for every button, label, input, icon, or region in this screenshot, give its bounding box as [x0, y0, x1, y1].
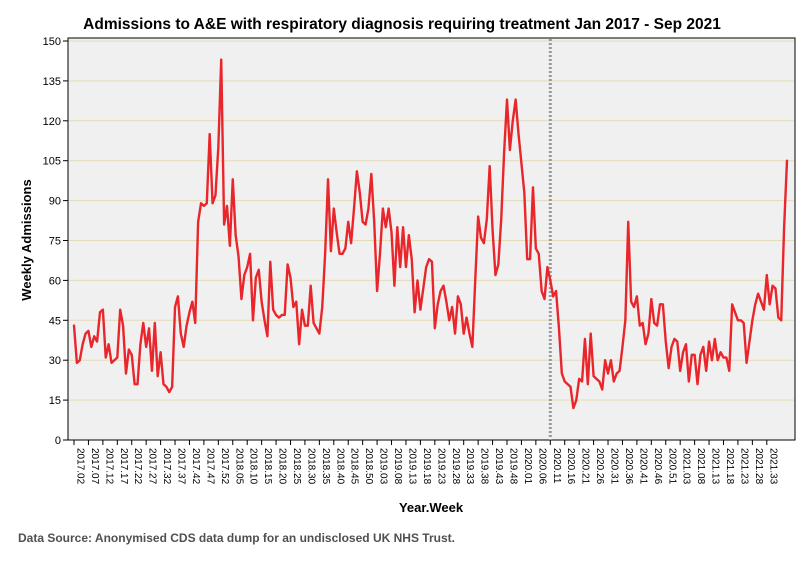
x-tick-label: 2019.13 — [406, 448, 417, 485]
series-line — [72, 58, 789, 410]
y-axis: 0 15 30 45 60 75 90 105 120 135 150 — [43, 36, 68, 447]
x-tick-label: 2018.35 — [320, 448, 331, 485]
y-tick-label: 45 — [49, 315, 61, 327]
x-axis: 2017.02 2017.07 2017.12 2017.17 2017.22 2017.… — [73, 440, 778, 485]
x-tick-label: 2017.02 — [75, 448, 86, 485]
x-tick-label: 2018.20 — [277, 448, 288, 485]
x-tick-label: 2018.30 — [305, 448, 316, 485]
x-tick-label: 2019.33 — [464, 448, 475, 485]
plot-area — [67, 37, 796, 441]
x-tick-label: 2019.18 — [421, 448, 432, 485]
y-gridlines — [69, 40, 794, 401]
y-tick-label: 15 — [49, 395, 61, 407]
x-tick-label: 2019.43 — [493, 448, 504, 485]
x-tick-label: 2020.46 — [652, 448, 663, 485]
y-tick-label: 135 — [43, 76, 61, 88]
x-tick-label: 2019.03 — [378, 448, 389, 485]
x-tick-label: 2021.03 — [681, 448, 692, 485]
x-tick-label: 2020.51 — [666, 448, 677, 485]
y-tick-label: 30 — [49, 355, 61, 367]
x-tick-label: 2017.37 — [176, 448, 187, 485]
x-tick-label: 2017.27 — [147, 448, 158, 485]
x-axis-title: Year.Week — [399, 500, 464, 515]
x-tick-label: 2017.32 — [161, 448, 172, 485]
x-tick-label: 2020.11 — [551, 448, 562, 484]
data-source-note: Data Source: Anonymised CDS data dump fo… — [18, 531, 455, 545]
x-tick-label: 2018.45 — [349, 448, 360, 485]
x-tick-label: 2017.42 — [190, 448, 201, 485]
x-tick-label: 2020.01 — [522, 448, 533, 485]
x-tick-label: 2019.28 — [450, 448, 461, 485]
y-tick-label: 105 — [43, 156, 61, 168]
y-tick-label: 120 — [43, 116, 61, 128]
x-tick-label: 2021.08 — [695, 448, 706, 485]
y-tick-label: 90 — [49, 196, 61, 208]
x-tick-label: 2020.41 — [637, 448, 648, 485]
x-tick-label: 2017.47 — [204, 448, 215, 485]
x-tick-label: 2020.31 — [609, 448, 620, 485]
x-tick-label: 2021.13 — [710, 448, 721, 485]
x-tick-label: 2018.40 — [334, 448, 345, 485]
x-tick-label: 2018.15 — [262, 448, 273, 485]
y-tick-label: 150 — [43, 36, 61, 48]
x-tick-label: 2019.23 — [435, 448, 446, 485]
x-tick-label: 2018.25 — [291, 448, 302, 485]
x-tick-label: 2020.26 — [594, 448, 605, 485]
x-tick-label: 2017.12 — [103, 448, 114, 485]
x-tick-label: 2020.06 — [536, 448, 547, 485]
x-tick-label: 2018.05 — [233, 448, 244, 485]
x-tick-label: 2017.17 — [118, 448, 129, 485]
x-tick-label: 2018.10 — [248, 448, 259, 485]
series-group — [72, 58, 789, 410]
x-tick-label: 2018.50 — [363, 448, 374, 485]
x-tick-label: 2019.48 — [507, 448, 518, 485]
x-tick-label: 2017.22 — [132, 448, 143, 485]
x-tick-label: 2017.07 — [89, 448, 100, 485]
y-tick-label: 0 — [55, 435, 61, 447]
x-tick-label: 2019.08 — [392, 448, 403, 485]
x-tick-label: 2020.36 — [623, 448, 634, 485]
y-tick-label: 60 — [49, 275, 61, 287]
x-tick-label: 2021.33 — [767, 448, 778, 485]
y-tick-label: 75 — [49, 236, 61, 248]
x-tick-label: 2019.38 — [479, 448, 490, 485]
chart-title: Admissions to A&E with respiratory diagn… — [83, 16, 721, 33]
x-tick-label: 2021.18 — [724, 448, 735, 485]
x-tick-label: 2020.21 — [580, 448, 591, 485]
y-axis-title: Weekly Admissions — [19, 179, 34, 300]
x-tick-label: 2021.28 — [753, 448, 764, 485]
x-tick-label: 2017.52 — [219, 448, 230, 485]
x-tick-label: 2021.23 — [738, 448, 749, 485]
x-tick-label: 2020.16 — [565, 448, 576, 485]
